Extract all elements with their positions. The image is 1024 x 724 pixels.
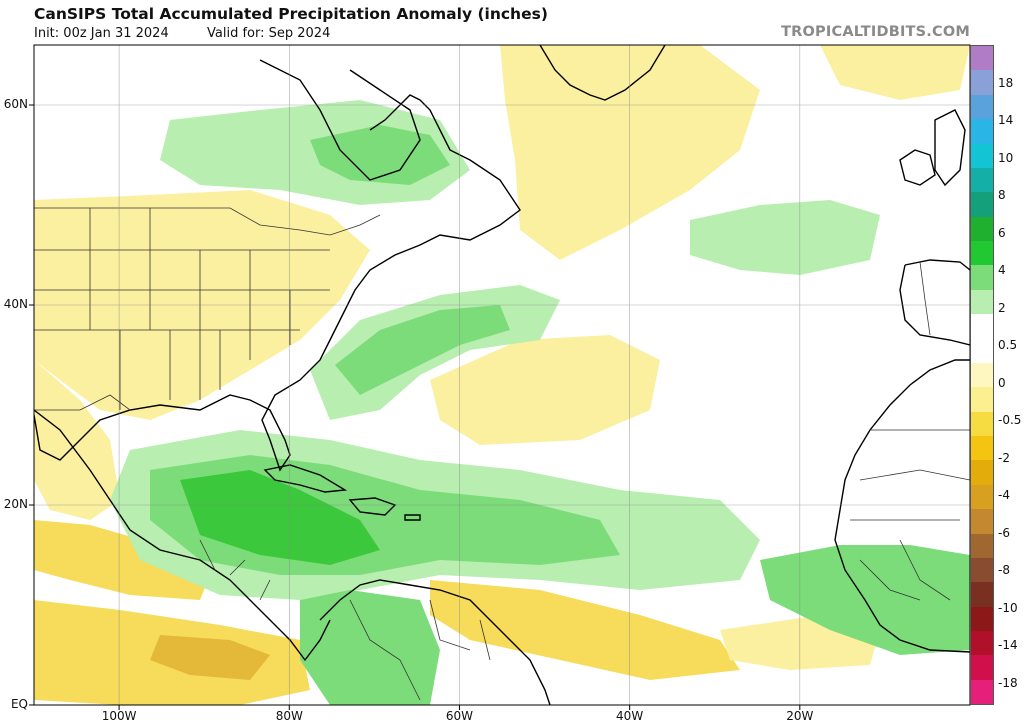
- hudson-bay-coastline: [259, 59, 421, 181]
- greenland-coastline: [539, 45, 666, 101]
- colorbar-swatch: [971, 70, 993, 95]
- anomaly-fields: [34, 45, 970, 705]
- colorbar-swatch: [971, 484, 993, 510]
- colorbar-swatch: [971, 119, 993, 144]
- cuba-coastline: [263, 464, 348, 493]
- lat-label: 40N: [3, 297, 28, 311]
- colorbar-swatch: [971, 533, 993, 558]
- valid-time: Valid for: Sep 2024: [207, 26, 331, 41]
- chart-title: CanSIPS Total Accumulated Precipitation …: [34, 5, 548, 23]
- lon-label: 80W: [275, 709, 303, 723]
- dry-anomaly-greenland-sea: [820, 45, 970, 100]
- colorbar-label: 8: [998, 188, 1006, 202]
- hispaniola-coastline: [348, 497, 397, 516]
- iberia-coastline: [899, 259, 970, 346]
- africa-coastline: [834, 359, 970, 653]
- colorbar-swatch: [971, 362, 993, 388]
- tick-marks: [29, 104, 801, 710]
- colorbar-swatch: [971, 509, 993, 534]
- political-borders: [34, 207, 970, 701]
- colorbar-swatch: [971, 460, 993, 485]
- wet-anomaly-hudson-bay: [310, 125, 450, 185]
- dry-anomaly-equatorial-atlantic: [430, 580, 740, 680]
- colorbar-swatch: [971, 167, 993, 193]
- africa-borders: [850, 429, 970, 601]
- colorbar-swatch: [971, 216, 993, 241]
- colorbar-label: -4: [998, 488, 1010, 502]
- colorbar-swatch: [971, 582, 993, 607]
- mexico-border: [34, 394, 131, 411]
- colorbar-swatch: [971, 655, 993, 680]
- dry-anomaly-mexico: [34, 360, 120, 520]
- colorbar-label: 2: [998, 300, 1006, 315]
- dry-anomaly-east-pacific-core: [150, 635, 270, 680]
- colorbar-label: 18: [998, 75, 1014, 90]
- british-isles-coastline: [899, 109, 966, 187]
- colorbar-label: -18: [998, 675, 1018, 690]
- colorbar-label: -10: [998, 600, 1018, 615]
- wet-anomaly-gulf-stream: [335, 305, 510, 395]
- colorbar-swatch: [971, 606, 993, 631]
- colorbar-swatch: [971, 387, 993, 412]
- lon-label: 40W: [616, 709, 644, 723]
- dry-anomaly-east-pacific: [34, 520, 210, 600]
- wet-anomaly-caribbean-max: [180, 470, 380, 565]
- lon-label: 60W: [445, 709, 474, 723]
- lat-label: 60N: [3, 97, 28, 111]
- wet-anomaly-northeast-atlantic: [690, 200, 880, 275]
- lat-label: EQ: [10, 697, 28, 711]
- colorbar-swatch: [971, 436, 993, 461]
- colorbar-swatch: [971, 411, 993, 436]
- brand-watermark[interactable]: TROPICALTIDBITS.COM: [781, 24, 970, 40]
- central-america-borders: [199, 539, 271, 601]
- puerto-rico-coastline: [404, 514, 421, 521]
- colorbar-swatch: [971, 46, 993, 71]
- colorbar-swatch: [971, 338, 993, 363]
- wet-anomaly-south-america: [300, 590, 440, 705]
- colorbar-swatch: [971, 94, 993, 120]
- lat-label: 20N: [3, 497, 28, 511]
- colorbar-swatch: [971, 679, 993, 705]
- colorbar-label: 6: [998, 225, 1006, 240]
- colorbar: [970, 45, 994, 705]
- colorbar-label: -0.5: [998, 413, 1022, 427]
- colorbar-label: 14: [998, 113, 1014, 127]
- south-america-borders: [349, 599, 491, 701]
- colorbar-swatch: [971, 265, 993, 290]
- europe-borders: [919, 261, 931, 336]
- colorbar-label: -8: [998, 563, 1010, 577]
- us-canada-border: [34, 207, 381, 236]
- colorbar-label: -14: [998, 638, 1018, 652]
- lon-label: 20W: [786, 709, 814, 723]
- colorbar-label: -6: [998, 525, 1010, 540]
- colorbar-label: 10: [998, 150, 1014, 165]
- dry-anomaly-central-atlantic: [430, 335, 660, 445]
- colorbar-swatch: [971, 192, 993, 217]
- dry-anomaly-north-atlantic: [500, 45, 760, 260]
- colorbar-label: 0: [998, 375, 1006, 390]
- init-time: Init: 00z Jan 31 2024: [34, 26, 169, 41]
- colorbar-label: 4: [998, 263, 1006, 277]
- colorbar-swatch: [971, 241, 993, 266]
- colorbar-swatch: [971, 631, 993, 656]
- south-america-coastline: [319, 579, 551, 705]
- colorbar-swatch: [971, 143, 993, 168]
- colorbar-swatch: [971, 557, 993, 583]
- lon-label: 100W: [101, 709, 137, 723]
- colorbar-swatch: [971, 314, 993, 339]
- colorbar-label: 0.5: [998, 338, 1018, 352]
- colorbar-swatch: [971, 289, 993, 315]
- colorbar-label: -2: [998, 450, 1010, 465]
